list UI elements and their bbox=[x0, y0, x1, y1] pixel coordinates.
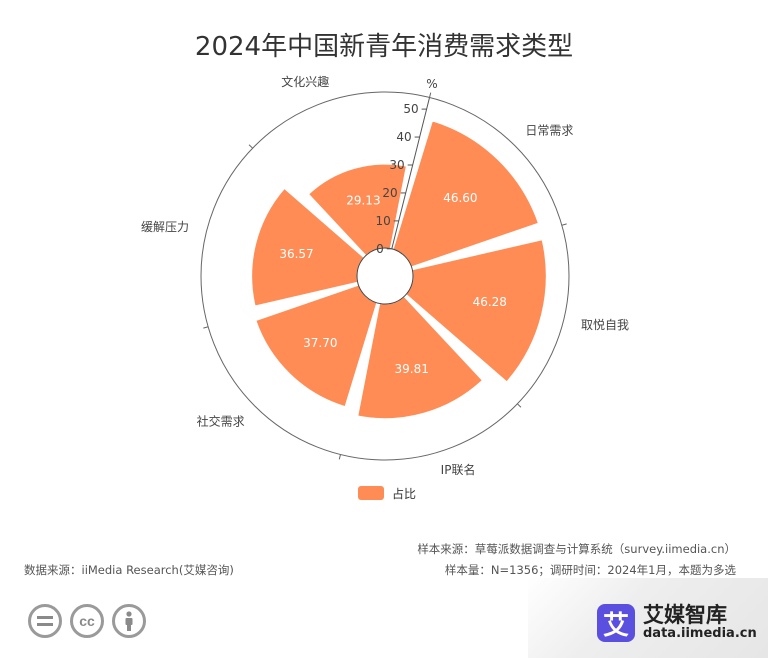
legend-label: 占比 bbox=[392, 486, 417, 501]
category-label: 取悦自我 bbox=[581, 318, 629, 332]
angular-tick bbox=[561, 223, 567, 226]
sample-info: 样本量：N=1356；调研时间：2024年1月，本题为多选 bbox=[444, 563, 736, 577]
category-label: 缓解压力 bbox=[141, 220, 189, 234]
license-icons: cc bbox=[28, 604, 146, 638]
angular-tick bbox=[517, 403, 522, 408]
angular-tick bbox=[203, 326, 209, 329]
data-label: 36.57 bbox=[279, 247, 313, 261]
legend[interactable]: 占比 bbox=[358, 484, 416, 502]
angular-tick bbox=[338, 454, 341, 460]
legend-swatch bbox=[358, 486, 384, 500]
sample-source: 样本来源：草莓派数据调查与计算系统（survey.iimedia.cn） bbox=[417, 542, 736, 556]
radial-tick-label: 10 bbox=[375, 214, 390, 228]
radial-axis bbox=[391, 97, 430, 249]
radial-tick-label: 30 bbox=[389, 158, 404, 172]
chart-title: 2024年中国新青年消费需求类型 bbox=[194, 32, 574, 62]
category-label: IP联名 bbox=[441, 462, 476, 477]
radial-tick-label: 0 bbox=[376, 242, 384, 256]
data-source: 数据来源：iiMedia Research(艾媒咨询) bbox=[24, 563, 234, 577]
cc-icon: cc bbox=[70, 604, 104, 638]
data-label: 39.81 bbox=[394, 362, 428, 376]
person-icon bbox=[112, 604, 146, 638]
category-label: 社交需求 bbox=[197, 413, 245, 428]
brand-logo-icon: 艾 bbox=[597, 604, 635, 642]
radial-tick-label: 20 bbox=[382, 186, 397, 200]
radial-tick-label: 40 bbox=[396, 130, 411, 144]
equals-icon bbox=[28, 604, 62, 638]
polar-bar-chart: 46.60 日常需求 46.28 取悦自我 39.81 IP联名 37.70 社交需求 36.5… bbox=[141, 74, 629, 477]
category-label: 文化兴趣 bbox=[281, 74, 329, 89]
brand-background bbox=[528, 578, 768, 658]
angular-tick bbox=[248, 144, 253, 149]
angular-axis-ring bbox=[200, 91, 570, 461]
radial-unit-label: % bbox=[426, 77, 437, 91]
data-label: 29.13 bbox=[346, 194, 380, 208]
brand-logo-block[interactable]: 艾 艾媒智库 data.iimedia.cn bbox=[597, 604, 757, 642]
category-label: 日常需求 bbox=[525, 124, 573, 138]
radial-tick-label: 50 bbox=[403, 102, 418, 116]
data-label: 37.70 bbox=[303, 336, 337, 350]
angular-tick bbox=[429, 92, 432, 98]
data-label: 46.60 bbox=[443, 191, 477, 205]
inner-circle bbox=[356, 247, 414, 305]
cc-glyph: cc bbox=[79, 613, 95, 629]
data-label: 46.28 bbox=[473, 295, 507, 309]
brand-url: data.iimedia.cn bbox=[643, 626, 757, 642]
brand-name: 艾媒智库 bbox=[643, 603, 727, 628]
